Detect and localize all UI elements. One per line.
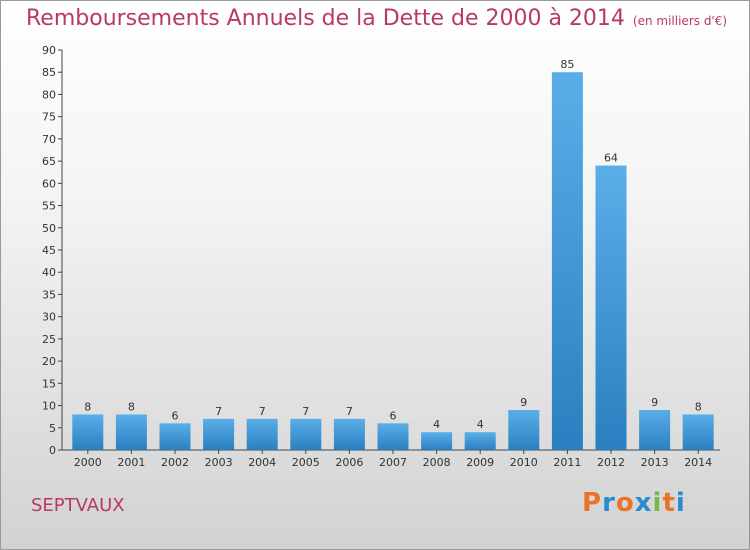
bar-value-label: 6 — [390, 409, 397, 422]
chart-title: Remboursements Annuels de la Dette de 20… — [26, 6, 727, 31]
y-tick-label: 35 — [42, 288, 56, 301]
x-tick-label: 2001 — [117, 456, 145, 469]
y-tick-label: 10 — [42, 400, 56, 413]
y-tick-label: 55 — [42, 200, 56, 213]
logo-letter: o — [615, 488, 635, 518]
bar-value-label: 8 — [128, 400, 135, 413]
x-tick-label: 2009 — [466, 456, 494, 469]
proxiti-logo: Proxiti — [582, 488, 686, 518]
bar — [551, 72, 583, 450]
y-tick-label: 20 — [42, 355, 56, 368]
x-tick-label: 2006 — [335, 456, 363, 469]
x-tick-label: 2011 — [553, 456, 581, 469]
bar-value-label: 9 — [651, 396, 658, 409]
y-tick-label: 50 — [42, 222, 56, 235]
x-tick-label: 2007 — [379, 456, 407, 469]
logo-letter: i — [675, 488, 686, 518]
chart-title-text: Remboursements Annuels de la Dette de 20… — [26, 6, 625, 31]
bar — [159, 423, 191, 450]
bar — [508, 410, 540, 450]
bar-value-label: 7 — [259, 405, 266, 418]
bar — [639, 410, 671, 450]
x-tick-label: 2005 — [292, 456, 320, 469]
logo-letter: i — [652, 488, 663, 518]
x-tick-label: 2003 — [205, 456, 233, 469]
bar-value-label: 7 — [346, 405, 353, 418]
x-tick-label: 2014 — [684, 456, 712, 469]
bar — [333, 418, 365, 450]
bar — [595, 165, 627, 451]
x-tick-label: 2013 — [641, 456, 669, 469]
logo-letter: x — [634, 488, 653, 518]
bar — [682, 414, 714, 450]
x-tick-label: 2012 — [597, 456, 625, 469]
bar-value-label: 7 — [302, 405, 309, 418]
bar-value-label: 8 — [695, 400, 702, 413]
logo-letter: r — [602, 488, 616, 518]
bar — [72, 414, 104, 450]
y-tick-label: 5 — [49, 422, 56, 435]
y-tick-label: 75 — [42, 111, 56, 124]
commune-name: SEPTVAUX — [31, 495, 125, 516]
bar — [421, 432, 453, 450]
y-tick-label: 45 — [42, 244, 56, 257]
y-tick-label: 60 — [42, 177, 56, 190]
bar — [290, 418, 322, 450]
bar-value-label: 8 — [84, 400, 91, 413]
bar-value-label: 9 — [520, 396, 527, 409]
bar-value-label: 6 — [172, 409, 179, 422]
y-tick-label: 90 — [42, 44, 56, 57]
bar — [203, 418, 235, 450]
y-tick-label: 70 — [42, 133, 56, 146]
bar — [377, 423, 409, 450]
x-tick-label: 2000 — [74, 456, 102, 469]
x-tick-label: 2008 — [423, 456, 451, 469]
bar-value-label: 85 — [560, 58, 574, 71]
y-tick-label: 80 — [42, 88, 56, 101]
bar-value-label: 7 — [215, 405, 222, 418]
bar — [464, 432, 496, 450]
y-tick-label: 85 — [42, 66, 56, 79]
logo-letters: Proxiti — [582, 488, 686, 518]
y-tick-label: 0 — [49, 444, 56, 457]
y-tick-label: 30 — [42, 311, 56, 324]
y-tick-label: 40 — [42, 266, 56, 279]
bar-value-label: 64 — [604, 152, 618, 165]
y-tick-label: 65 — [42, 155, 56, 168]
y-tick-label: 15 — [42, 377, 56, 390]
x-tick-label: 2002 — [161, 456, 189, 469]
x-tick-label: 2010 — [510, 456, 538, 469]
x-tick-label: 2004 — [248, 456, 276, 469]
bar-value-label: 4 — [477, 418, 484, 431]
bar — [246, 418, 278, 450]
logo-letter: t — [662, 488, 676, 518]
bar — [115, 414, 147, 450]
bar-value-label: 4 — [433, 418, 440, 431]
chart-subtitle: (en milliers d'€) — [632, 14, 728, 28]
y-tick-label: 25 — [42, 333, 56, 346]
logo-letter: P — [582, 488, 603, 518]
